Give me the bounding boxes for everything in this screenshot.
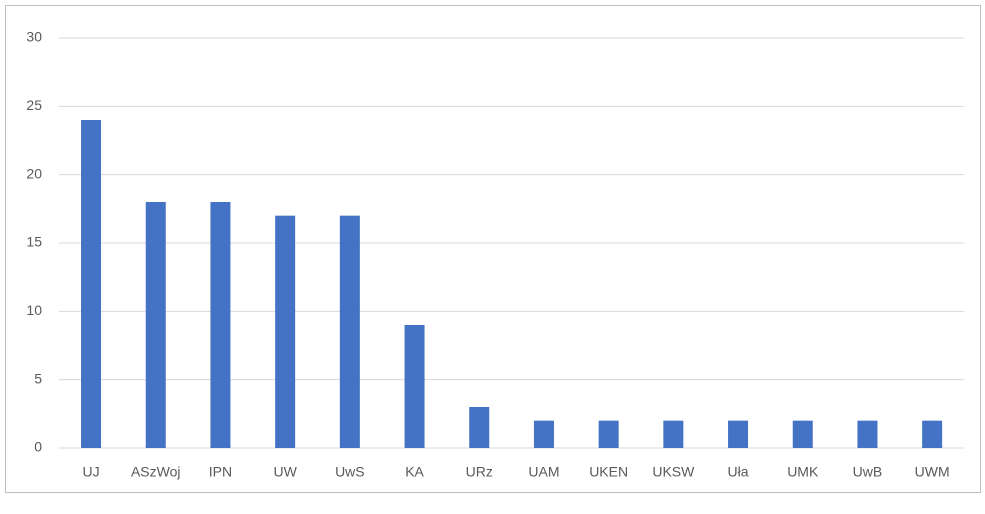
x-tick-label: IPN bbox=[209, 464, 232, 480]
x-tick-label: UKEN bbox=[589, 464, 628, 480]
bar bbox=[469, 407, 490, 448]
bar bbox=[598, 420, 619, 448]
x-tick-label: URz bbox=[466, 464, 493, 480]
y-tick-label: 20 bbox=[26, 165, 42, 181]
x-tick-label: UJ bbox=[82, 464, 99, 480]
y-tick-label: 15 bbox=[26, 234, 42, 250]
x-tick-label: UW bbox=[273, 464, 297, 480]
bar bbox=[792, 420, 813, 448]
x-tick-label: Uła bbox=[728, 464, 749, 480]
bar bbox=[404, 325, 425, 448]
bar bbox=[210, 202, 231, 448]
x-tick-label: UWM bbox=[915, 464, 950, 480]
bar bbox=[275, 215, 296, 448]
bar bbox=[145, 202, 166, 448]
y-tick-label: 0 bbox=[34, 439, 42, 455]
y-tick-label: 30 bbox=[26, 29, 42, 45]
x-tick-label: UAM bbox=[528, 464, 559, 480]
bar bbox=[857, 420, 878, 448]
x-tick-label: UwB bbox=[853, 464, 883, 480]
x-tick-label: UMK bbox=[787, 464, 819, 480]
x-tick-label: KA bbox=[405, 464, 424, 480]
bar bbox=[533, 420, 554, 448]
x-tick-label: UwS bbox=[335, 464, 365, 480]
chart-border bbox=[5, 5, 981, 493]
y-tick-label: 25 bbox=[26, 97, 42, 113]
bar bbox=[663, 420, 684, 448]
bar bbox=[81, 120, 102, 448]
bar bbox=[339, 215, 360, 448]
x-tick-label: UKSW bbox=[652, 464, 695, 480]
bar bbox=[922, 420, 943, 448]
y-tick-label: 5 bbox=[34, 370, 42, 386]
x-tick-label: ASzWoj bbox=[131, 464, 181, 480]
bar bbox=[728, 420, 749, 448]
y-tick-label: 10 bbox=[26, 302, 42, 318]
